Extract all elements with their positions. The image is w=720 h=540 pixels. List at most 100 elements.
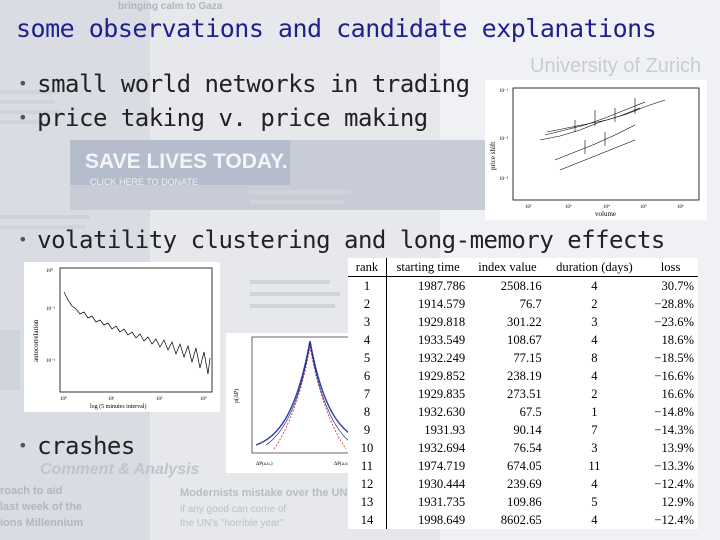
table-row: 9 1931.93 90.14 7 −14.3% bbox=[348, 421, 698, 439]
price-shift-xtick: 10⁵ bbox=[640, 204, 647, 210]
bullet-text: volatility clustering and long-memory ef… bbox=[37, 226, 665, 254]
bg-snippet-1: bringing calm to Gaza bbox=[118, 1, 223, 12]
table-row: 12 1930.444 239.69 4 −12.4% bbox=[348, 475, 698, 493]
price-shift-xtick: 10² bbox=[525, 204, 532, 210]
table-row: 6 1929.852 238.19 4 −16.6% bbox=[348, 367, 698, 385]
table-row: 14 1998.649 8602.65 4 −12.4% bbox=[348, 511, 698, 529]
table-cell: 12.9% bbox=[661, 495, 694, 509]
table-cell: 4 bbox=[591, 279, 598, 293]
table-row: 11 1974.719 674.05 11 −13.3% bbox=[348, 457, 698, 475]
table-cell: 5 bbox=[348, 349, 387, 367]
table-cell: 8 bbox=[591, 351, 598, 365]
table-cell: 9 bbox=[348, 421, 387, 439]
table-cell: 1929.835 bbox=[417, 387, 466, 401]
table-cell: −28.8% bbox=[654, 297, 694, 311]
table-cell: 2 bbox=[591, 297, 598, 311]
distribution-xlabel: ΔP(a.u.) bbox=[256, 462, 273, 467]
table-cell: 4 bbox=[348, 331, 387, 349]
table-row: 4 1933.549 108.67 4 18.6% bbox=[348, 331, 698, 349]
table-cell: 4 bbox=[591, 333, 598, 347]
bg-snippet-2: last week of the bbox=[0, 501, 82, 513]
table-cell: 13 bbox=[348, 493, 387, 511]
autocorrelation-xtick: 10² bbox=[156, 396, 163, 402]
table-cell: 3 bbox=[591, 441, 598, 455]
price-shift-xtick: 10³ bbox=[565, 204, 572, 210]
table-cell: 2508.16 bbox=[500, 279, 542, 293]
table-cell: 2 bbox=[591, 387, 598, 401]
price-shift-xtick: 10⁴ bbox=[603, 204, 610, 210]
table-row: 8 1932.630 67.5 1 −14.8% bbox=[348, 403, 698, 421]
table-cell: 77.15 bbox=[513, 351, 542, 365]
table-cell: −12.4% bbox=[654, 513, 694, 527]
bg-university: University of Zurich bbox=[530, 55, 701, 77]
table-cell: 1932.630 bbox=[417, 405, 466, 419]
table-cell: −14.8% bbox=[654, 405, 694, 419]
bg-bottom-snippet-3: the UN's "horrible year" bbox=[180, 518, 284, 529]
price-shift-xtick: 10⁶ bbox=[677, 204, 684, 210]
table-cell: 11 bbox=[588, 459, 601, 473]
table-cell: −12.4% bbox=[654, 477, 694, 491]
table-header-row: rank starting time index value duration … bbox=[348, 258, 698, 277]
table-cell: 1914.579 bbox=[417, 297, 466, 311]
autocorrelation-curve bbox=[63, 291, 211, 375]
bullet-text: price taking v. price making bbox=[37, 104, 428, 132]
autocorrelation-ylabel: autocorrelation bbox=[32, 319, 40, 362]
table-cell: 2 bbox=[348, 295, 387, 313]
table-cell: 6 bbox=[348, 367, 387, 385]
column-header: starting time bbox=[386, 258, 470, 277]
bg-banner-sub: CLICK HERE TO DONATE bbox=[90, 177, 198, 187]
price-shift-figure: price shift volume 10⁻¹ 10⁻² 10⁻³ 10² 10… bbox=[485, 80, 707, 220]
bullet-icon: • bbox=[18, 108, 28, 127]
table-row: 13 1931.735 109.86 5 12.9% bbox=[348, 493, 698, 511]
bg-bottom-snippet-2: if any good can come of bbox=[180, 504, 286, 515]
table-cell: 5 bbox=[591, 495, 598, 509]
table-cell: 4 bbox=[591, 369, 598, 383]
table-cell: 238.19 bbox=[507, 369, 542, 383]
table-cell: 30.7% bbox=[661, 279, 694, 293]
bg-bottom-snippet: Modernists mistake over the UN bbox=[180, 487, 348, 499]
bg-snippet-4: roach to aid bbox=[0, 485, 62, 497]
table-row: 1 1987.786 2508.16 4 30.7% bbox=[348, 276, 698, 295]
table-cell: 1932.694 bbox=[417, 441, 466, 455]
price-shift-ytick: 10⁻³ bbox=[499, 176, 509, 182]
table-cell: 1931.93 bbox=[424, 423, 466, 437]
table-cell: 239.69 bbox=[507, 477, 542, 491]
table-cell: 4 bbox=[591, 513, 598, 527]
table-cell: 1931.735 bbox=[417, 495, 466, 509]
bullet-icon: • bbox=[18, 74, 28, 93]
autocorrelation-xlabel: log (5 minutes interval) bbox=[90, 403, 147, 410]
table-cell: 108.67 bbox=[507, 333, 542, 347]
table-cell: 7 bbox=[348, 385, 387, 403]
table-cell: 1929.818 bbox=[417, 315, 466, 329]
table-cell: 273.51 bbox=[507, 387, 542, 401]
bullet-item: • volatility clustering and long-memory e… bbox=[18, 226, 665, 254]
table-cell: 1 bbox=[591, 405, 598, 419]
table-cell: 8602.65 bbox=[500, 513, 542, 527]
table-cell: 3 bbox=[591, 315, 598, 329]
table-cell: 10 bbox=[348, 439, 387, 457]
table-cell: 7 bbox=[591, 423, 598, 437]
table-cell: 1974.719 bbox=[417, 459, 466, 473]
price-shift-ytick: 10⁻² bbox=[499, 136, 509, 142]
price-shift-curves bbox=[539, 99, 666, 171]
table-row: 10 1932.694 76.54 3 13.9% bbox=[348, 439, 698, 457]
table-cell: 67.5 bbox=[519, 405, 542, 419]
bg-banner: SAVE LIVES TODAY. bbox=[85, 150, 288, 173]
bullet-item: • price taking v. price making bbox=[18, 104, 428, 132]
bg-snippet-3: ions Millennium bbox=[0, 517, 83, 529]
table-row: 5 1932.249 77.15 8 −18.5% bbox=[348, 349, 698, 367]
crash-table: rank starting time index value duration … bbox=[348, 258, 698, 529]
table-cell: 16.6% bbox=[661, 387, 694, 401]
table-cell: 12 bbox=[348, 475, 387, 493]
table-cell: 18.6% bbox=[661, 333, 694, 347]
bg-section: Comment & Analysis bbox=[40, 461, 200, 478]
autocorrelation-xtick: 10³ bbox=[200, 396, 207, 402]
price-shift-xlabel: volume bbox=[595, 210, 616, 218]
table-cell: 1987.786 bbox=[417, 279, 466, 293]
crash-table-body: 1 1987.786 2508.16 4 30.7% 2 1914.579 76.7 2 −28.… bbox=[348, 276, 698, 529]
distribution-curve-dark bbox=[265, 342, 355, 446]
distribution-xlabel: ΔP(a.u.) bbox=[334, 462, 351, 467]
table-cell: −13.3% bbox=[654, 459, 694, 473]
autocorrelation-ytick: 10⁻² bbox=[46, 358, 56, 364]
table-row: 3 1929.818 301.22 3 −23.6% bbox=[348, 313, 698, 331]
